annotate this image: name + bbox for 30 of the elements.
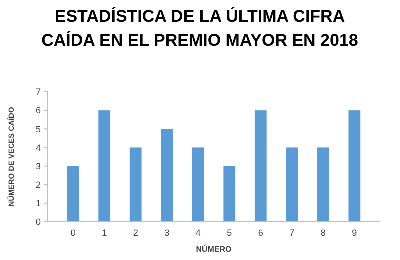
x-tick-label: 1 [102,228,108,238]
x-tick-label: 5 [227,228,232,238]
bar [98,110,111,222]
y-tick-label: 0 [36,217,41,228]
x-tick-label: 7 [290,228,295,238]
bar [130,148,142,222]
bar [224,166,236,222]
bar [192,148,204,222]
x-axis-title: NÚMERO [196,244,232,254]
bar [254,110,267,222]
y-tick-label: 4 [36,142,41,153]
y-tick-label: 1 [36,198,41,209]
y-tick-label: 5 [36,124,41,134]
y-tick-label: 7 [36,87,41,98]
y-tick-label: 6 [36,106,41,116]
bar [67,166,80,222]
y-tick-label: 3 [36,161,41,172]
x-tick-label: 3 [164,228,170,238]
bar [348,110,361,222]
bar [161,129,174,222]
x-tick-label: 2 [133,228,138,238]
chart-title: ESTADÍSTICA DE LA ÚLTIMA CIFRA CAÍDA EN EL PREMIO MAYOR EN 2018 [42,6,358,50]
x-tick-label: 9 [352,228,358,238]
x-tick-label: 4 [196,228,201,238]
bar [286,148,298,222]
x-tick-label: 0 [70,228,76,238]
y-tick-label: 2 [36,180,41,190]
bar [317,148,330,222]
x-tick-label: 6 [258,228,264,238]
x-tick-label: 8 [320,228,326,238]
